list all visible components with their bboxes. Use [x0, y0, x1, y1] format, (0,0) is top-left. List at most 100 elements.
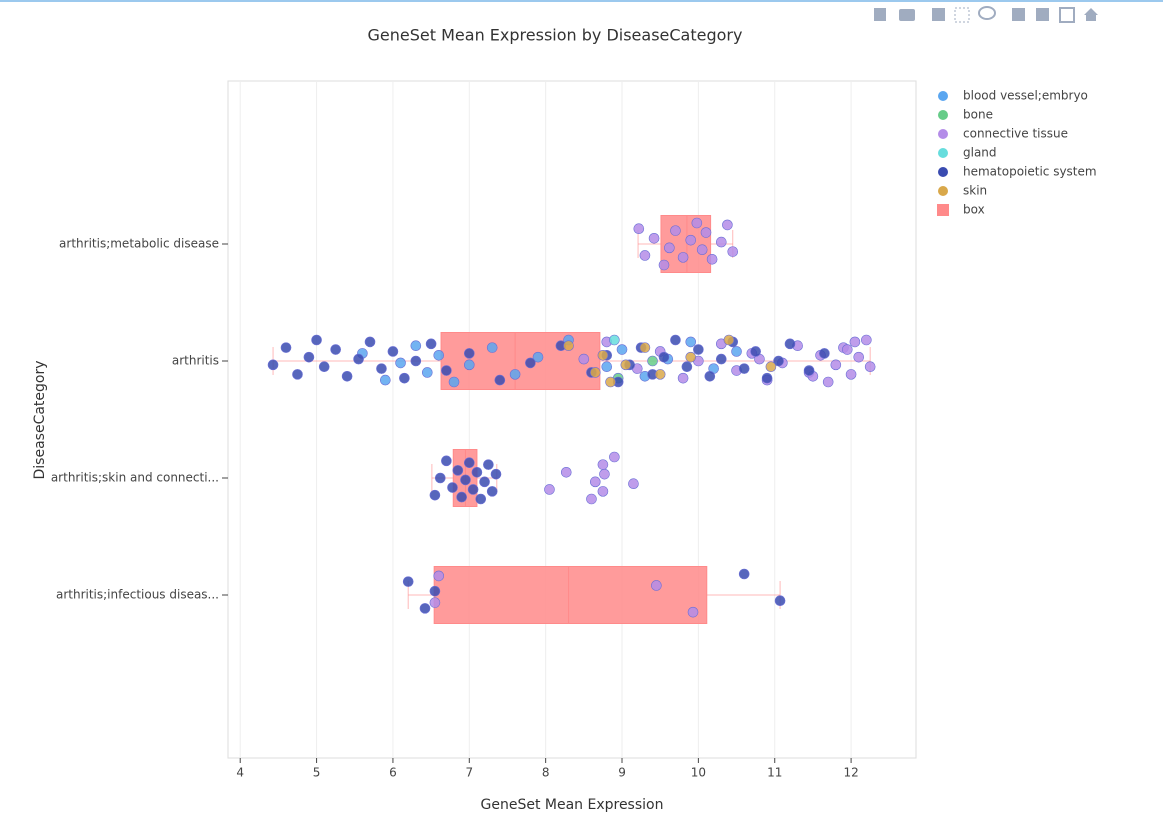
point	[700, 227, 712, 238]
point	[463, 348, 475, 359]
legend-label[interactable]: hematopoietic system	[963, 165, 1097, 179]
point	[830, 359, 842, 371]
x-tick-label: 9	[618, 766, 626, 780]
point	[605, 376, 616, 388]
point	[696, 244, 708, 256]
point	[486, 486, 498, 497]
legend-label[interactable]: box	[963, 203, 985, 217]
point	[433, 349, 445, 361]
point	[419, 603, 431, 614]
point	[353, 353, 364, 365]
x-tick-label: 5	[313, 766, 321, 780]
point	[434, 472, 446, 484]
point	[429, 585, 441, 597]
point	[494, 374, 506, 386]
point	[687, 606, 699, 618]
point	[376, 363, 387, 374]
legend-swatch[interactable]	[938, 186, 948, 196]
x-tick-label: 7	[465, 766, 473, 780]
point	[429, 489, 441, 501]
legend-label[interactable]: connective tissue	[963, 127, 1068, 141]
chart-title: GeneSet Mean Expression by DiseaseCatego…	[368, 26, 743, 45]
modebar-button[interactable]	[1012, 8, 1025, 21]
point	[597, 349, 609, 361]
y-tick-label: arthritis;infectious diseas...	[56, 588, 219, 602]
point	[864, 361, 876, 373]
point	[452, 465, 464, 476]
point	[589, 476, 601, 488]
point	[658, 259, 670, 271]
legend-swatch[interactable]	[937, 204, 949, 216]
point	[670, 334, 681, 346]
y-tick-label: arthritis;skin and connecti...	[51, 471, 219, 485]
modebar-button[interactable]	[874, 8, 886, 21]
legend-swatch[interactable]	[938, 167, 948, 177]
point	[691, 217, 703, 229]
point	[364, 336, 376, 348]
point	[402, 576, 414, 587]
point	[395, 357, 406, 369]
legend-label[interactable]: gland	[963, 146, 997, 160]
point	[727, 246, 739, 257]
modebar-button[interactable]	[1059, 7, 1075, 23]
legend-label[interactable]: bone	[963, 108, 993, 122]
point	[448, 376, 460, 388]
point	[723, 334, 735, 346]
box-body	[440, 332, 601, 390]
point	[563, 340, 574, 352]
point	[651, 580, 662, 591]
legend-swatch[interactable]	[938, 110, 948, 120]
point	[639, 250, 651, 261]
modebar-button[interactable]	[978, 6, 996, 20]
legend-label[interactable]: skin	[963, 184, 987, 198]
point	[479, 476, 490, 488]
point	[267, 359, 279, 371]
modebar-button[interactable]	[1036, 8, 1049, 21]
point	[311, 334, 322, 346]
point	[544, 484, 555, 495]
point	[509, 369, 521, 380]
x-tick-label: 8	[542, 766, 550, 780]
point	[670, 225, 681, 236]
y-axis-title: DiseaseCategory	[32, 360, 48, 479]
point	[616, 344, 628, 355]
point	[685, 336, 697, 348]
point	[410, 355, 422, 367]
legend-label[interactable]: blood vessel;embryo	[963, 89, 1088, 103]
modebar	[874, 6, 1098, 23]
legend-swatch[interactable]	[938, 91, 948, 101]
modebar-button[interactable]	[1084, 8, 1098, 21]
point	[486, 342, 498, 353]
point	[722, 219, 733, 231]
point	[704, 370, 716, 382]
point	[715, 353, 727, 365]
legend-swatch[interactable]	[938, 129, 948, 139]
point	[490, 468, 502, 480]
point	[341, 370, 353, 382]
point	[463, 457, 475, 469]
x-tick-label: 10	[691, 766, 706, 780]
modebar-button[interactable]	[932, 8, 945, 21]
point	[761, 372, 773, 384]
point	[441, 455, 452, 467]
point	[677, 372, 689, 384]
modebar-button[interactable]	[899, 9, 915, 21]
point	[765, 361, 777, 373]
point	[677, 252, 689, 263]
point	[578, 353, 590, 365]
point	[639, 342, 651, 353]
point	[784, 338, 796, 350]
point	[303, 351, 315, 363]
point	[463, 359, 475, 371]
point	[433, 570, 445, 582]
point	[773, 355, 784, 367]
modebar-button[interactable]	[954, 7, 970, 23]
legend-swatch[interactable]	[938, 148, 948, 158]
point	[609, 334, 620, 346]
point	[609, 451, 620, 463]
point	[706, 253, 718, 265]
x-tick-label: 11	[767, 766, 782, 780]
box-body	[433, 566, 708, 624]
point	[861, 334, 872, 346]
